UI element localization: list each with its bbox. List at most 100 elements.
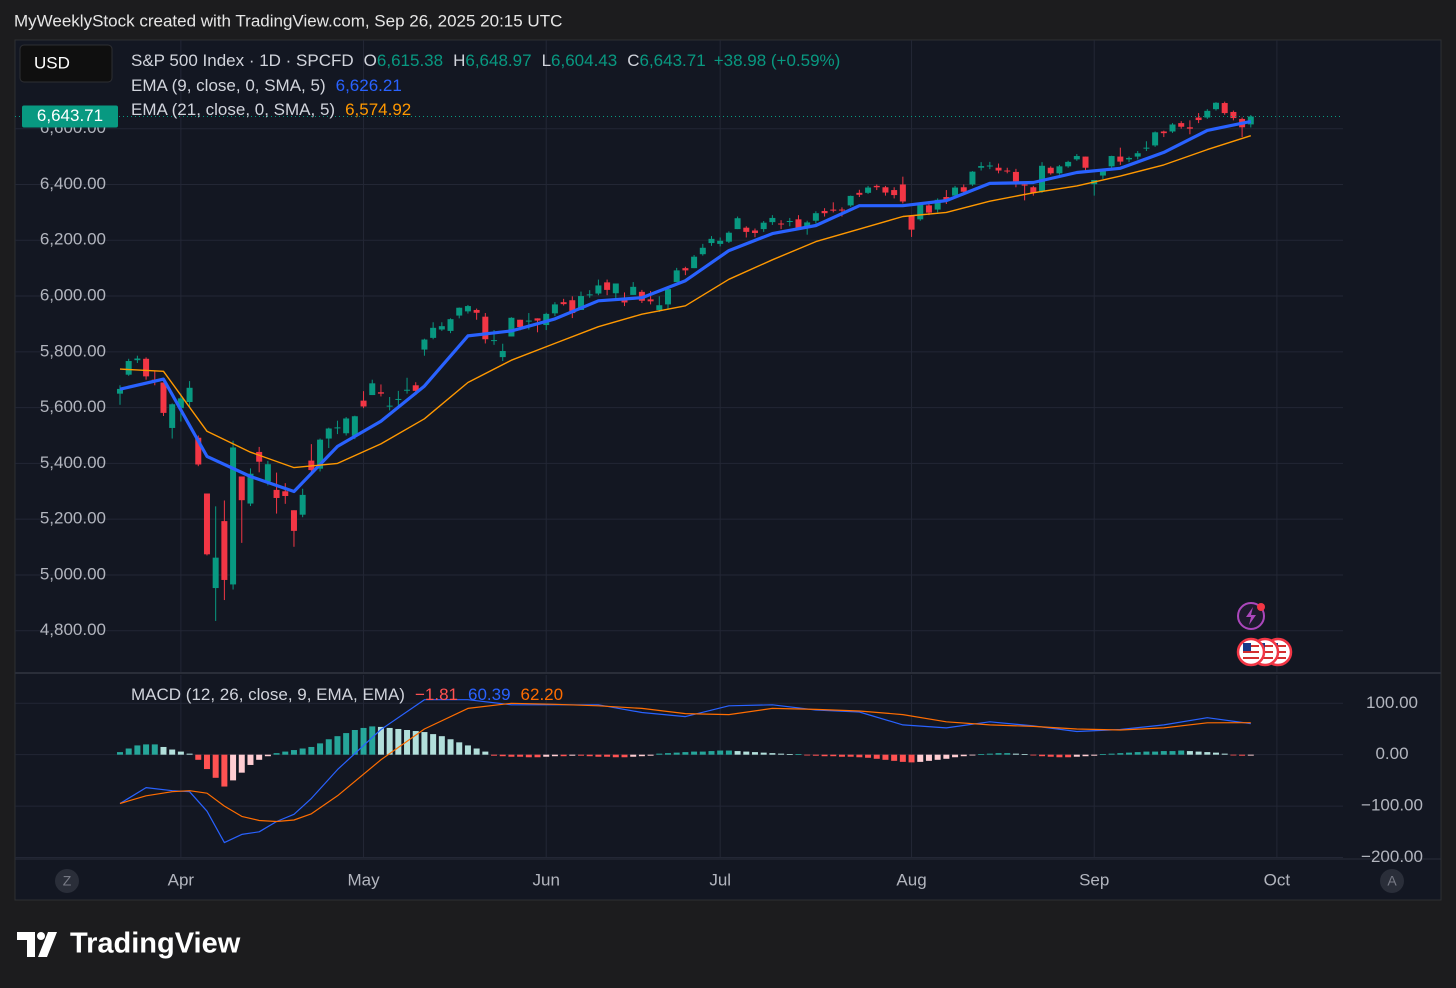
candle-body — [1169, 124, 1176, 132]
macd-histogram-bar — [1047, 754, 1054, 757]
macd-histogram-bar — [334, 736, 341, 755]
macd-histogram-bar — [1239, 754, 1246, 756]
macd-histogram-bar — [351, 730, 358, 755]
macd-histogram-bar — [604, 754, 611, 757]
candle-body — [612, 283, 619, 294]
macd-histogram-bar — [264, 754, 271, 757]
y-tick-label: 5,200.00 — [40, 509, 106, 528]
macd-histogram-bar — [1204, 752, 1211, 755]
macd-histogram-bar — [421, 732, 428, 755]
candle-body — [169, 404, 176, 428]
candle-body — [1047, 167, 1054, 174]
macd-histogram-bar — [1160, 751, 1167, 755]
ohlc-value: 6,643.71 — [640, 51, 706, 70]
event-icon — [1246, 607, 1256, 625]
candle-body — [1004, 170, 1011, 172]
macd-histogram-bar — [151, 744, 158, 755]
candle-body — [1247, 116, 1254, 125]
macd-histogram-bar — [1143, 751, 1150, 755]
candle-body — [978, 166, 985, 168]
candle-body — [795, 219, 802, 228]
candle-body — [595, 285, 602, 294]
indicator-value: 6,626.21 — [336, 76, 402, 95]
candle-body — [256, 451, 263, 462]
macd-histogram-bar — [282, 751, 289, 755]
caption: MyWeeklyStock created with TradingView.c… — [14, 11, 562, 30]
macd-histogram-bar — [1221, 753, 1228, 755]
candle-body — [1126, 157, 1133, 160]
candle-body — [656, 305, 663, 310]
indicator-legend: EMA (9, close, 0, SMA, 5) 6,626.21 — [131, 76, 402, 95]
candle-body — [786, 221, 793, 223]
event-flag — [1243, 651, 1259, 653]
candle-body — [882, 187, 889, 193]
macd-histogram-bar — [203, 754, 210, 770]
candle-body — [908, 215, 915, 230]
y-tick-label: 6,400.00 — [40, 174, 106, 193]
candle-body — [778, 223, 785, 225]
macd-histogram-bar — [386, 727, 393, 755]
macd-histogram-bar — [560, 754, 567, 757]
candle-body — [751, 230, 758, 234]
candle-body — [1143, 147, 1150, 149]
candle-body — [395, 398, 402, 400]
candle-body — [743, 227, 750, 232]
y2-tick-label: −100.00 — [1361, 796, 1423, 815]
symbol-name: S&P 500 Index · 1D · SPCFD — [131, 51, 354, 70]
candle-body — [134, 358, 141, 361]
candle-body — [351, 416, 358, 436]
macd-histogram-bar — [473, 748, 480, 755]
axis-button — [1380, 869, 1404, 893]
macd-value: 60.39 — [468, 685, 511, 704]
macd-histogram-bar — [1213, 752, 1220, 755]
indicator-name: EMA (21, close, 0, SMA, 5) — [131, 100, 335, 119]
macd-hist-value: −1.81 — [415, 685, 458, 704]
candle-body — [1230, 111, 1237, 119]
candle-body — [177, 398, 184, 409]
macd-histogram-bar — [491, 754, 498, 756]
macd-histogram-bar — [1073, 754, 1080, 757]
candle-body — [160, 382, 167, 413]
candle-body — [343, 418, 350, 434]
macd-histogram-bar — [404, 730, 411, 755]
macd-histogram-bar — [969, 754, 976, 756]
macd-histogram-bar — [1021, 754, 1028, 755]
macd-histogram-bar — [804, 754, 811, 756]
candle-body — [508, 317, 515, 337]
x-tick-label: Apr — [168, 870, 195, 889]
axis-button-label: Z — [63, 873, 72, 889]
macd-histogram-bar — [464, 745, 471, 755]
candle-body — [238, 476, 245, 501]
candle-body — [1065, 161, 1072, 167]
macd-histogram-bar — [134, 745, 141, 755]
candle-body — [421, 339, 428, 350]
macd-histogram-bar — [1065, 754, 1072, 758]
macd-histogram-bar — [1012, 753, 1019, 755]
candle-body — [917, 203, 924, 220]
macd-histogram-bar — [325, 739, 332, 755]
candle-body — [482, 316, 489, 340]
event-flag — [1243, 657, 1259, 659]
candle-body — [586, 294, 593, 296]
macd-histogram-bar — [691, 751, 698, 755]
macd-histogram-bar — [821, 754, 828, 757]
macd-line — [119, 702, 1251, 823]
macd-histogram-bar — [230, 754, 237, 781]
y-tick-label: 4,800.00 — [40, 620, 106, 639]
macd-histogram-bar — [725, 750, 732, 755]
indicator-legend: EMA (21, close, 0, SMA, 5) 6,574.92 — [131, 100, 411, 119]
candle-body — [934, 199, 941, 210]
macd-histogram-bar — [778, 753, 785, 755]
x-tick-label: Aug — [896, 870, 926, 889]
logo-mark — [17, 932, 57, 957]
candle-body — [1195, 117, 1202, 121]
y2-tick-label: 100.00 — [1366, 693, 1418, 712]
candle-body — [1099, 171, 1106, 176]
macd-histogram-bar — [317, 743, 324, 755]
macd-legend: MACD (12, 26, close, 9, EMA, EMA) −1.81 60… — [131, 685, 563, 704]
macd-histogram-bar — [743, 751, 750, 755]
macd-histogram-bar — [369, 726, 376, 755]
macd-histogram-bar — [856, 754, 863, 758]
macd-histogram-bar — [865, 754, 872, 758]
x-tick-label: May — [347, 870, 380, 889]
